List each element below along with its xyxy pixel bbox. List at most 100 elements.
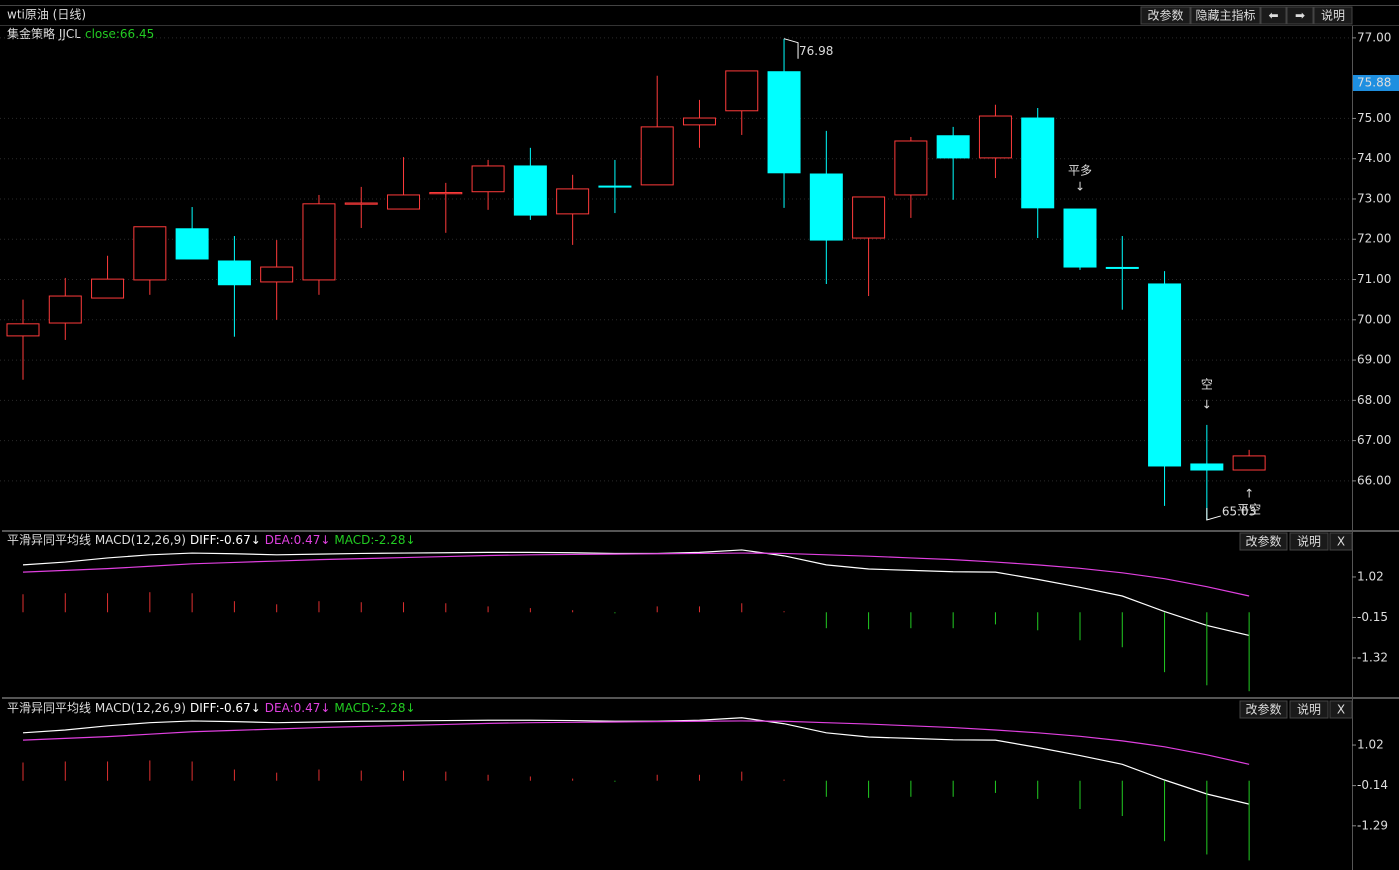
- candle-body: [133, 226, 167, 281]
- high-label: 76.98: [799, 44, 833, 58]
- candle-body: [725, 70, 759, 112]
- candle-body: [1063, 208, 1097, 268]
- candle-body: [682, 117, 716, 126]
- button-label[interactable]: 改参数: [1245, 702, 1281, 717]
- button-frame: [1239, 700, 1288, 719]
- indicator-legend: 平滑异同平均线 MACD(12,26,9) DIFF:-0.67↓ DEA:0.47…: [7, 533, 416, 547]
- candle-body: [48, 295, 82, 324]
- candle-body: [556, 188, 590, 215]
- candle-body: [852, 196, 886, 239]
- button-label[interactable]: 说明: [1321, 8, 1345, 23]
- button[interactable]: 改参数: [1239, 532, 1288, 551]
- y-tick-label: 77.00: [1357, 30, 1391, 44]
- button-frame: [1329, 532, 1353, 551]
- current-price-label: 75.88: [1357, 75, 1391, 89]
- candle-body: [767, 71, 801, 174]
- candle-body: [387, 194, 421, 210]
- button[interactable]: X: [1329, 700, 1353, 719]
- window-title: wti原油 (日线): [7, 8, 86, 22]
- button-label[interactable]: X: [1337, 535, 1345, 549]
- indicator-title: 平滑异同平均线 MACD(12,26,9): [7, 701, 186, 715]
- indicator-title: 平滑异同平均线 MACD(12,26,9): [7, 533, 186, 547]
- button-frame: [1289, 700, 1329, 719]
- button-label[interactable]: ⬅: [1268, 9, 1278, 23]
- candle-body: [1105, 266, 1139, 269]
- y-tick-label: 74.00: [1357, 151, 1391, 165]
- signal-arrow: ↓: [1202, 397, 1212, 411]
- candle-body: [6, 323, 40, 337]
- panel-separator: [2, 697, 1399, 699]
- y-tick-label: 67.00: [1357, 433, 1391, 447]
- y-tick-label: 73.00: [1357, 191, 1391, 205]
- y-tick-label: 1.02: [1357, 569, 1384, 583]
- candle-body: [1190, 463, 1224, 471]
- button[interactable]: ➡: [1286, 6, 1314, 25]
- button[interactable]: 改参数: [1239, 700, 1288, 719]
- button-frame: [1190, 6, 1261, 25]
- candle-body: [260, 266, 294, 283]
- candle-body: [1021, 117, 1055, 209]
- low-pointer: [1206, 507, 1221, 521]
- button-frame: [1239, 532, 1288, 551]
- candle-body: [302, 203, 336, 281]
- legend-entry: DIFF:-0.67↓: [190, 533, 261, 547]
- indicator-line: [22, 552, 1250, 597]
- y-tick-label: 70.00: [1357, 312, 1391, 326]
- signal-label: 平空: [1237, 503, 1261, 517]
- candle-body: [640, 126, 674, 186]
- candle-body: [1232, 455, 1266, 471]
- candle-body: [598, 185, 632, 188]
- legend-entry: DEA:0.47↓: [265, 701, 331, 715]
- button[interactable]: 说明: [1313, 6, 1353, 25]
- button-label[interactable]: 改参数: [1147, 8, 1183, 23]
- candle-body: [471, 165, 505, 193]
- close-label: close:66.45: [85, 27, 154, 41]
- button[interactable]: X: [1329, 532, 1353, 551]
- candle-body: [809, 173, 843, 241]
- candle-body: [1148, 283, 1182, 467]
- button-frame: [1260, 6, 1287, 25]
- indicator-legend: 平滑异同平均线 MACD(12,26,9) DIFF:-0.67↓ DEA:0.47…: [7, 701, 416, 715]
- y-tick-label: -1.32: [1357, 650, 1388, 664]
- candle-body: [217, 260, 251, 286]
- candle-body: [344, 202, 378, 205]
- candle-body: [936, 135, 970, 159]
- button-frame: [1313, 6, 1353, 25]
- button-frame: [1329, 700, 1353, 719]
- candle-body: [513, 165, 547, 216]
- button-frame: [1286, 6, 1314, 25]
- button[interactable]: ⬅: [1260, 6, 1287, 25]
- indicator-line: [22, 720, 1250, 765]
- signal-label: 平多: [1068, 164, 1092, 178]
- button-label[interactable]: 说明: [1297, 702, 1321, 717]
- panel-separator: [2, 530, 1399, 532]
- current-price-box: [1353, 74, 1399, 91]
- y-tick-label: 68.00: [1357, 393, 1391, 407]
- button-label[interactable]: 隐藏主指标: [1195, 8, 1255, 23]
- y-tick-label: 71.00: [1357, 272, 1391, 286]
- y-tick-label: 69.00: [1357, 353, 1391, 367]
- signal-label: 空: [1201, 377, 1213, 391]
- candle-body: [978, 115, 1012, 159]
- candle-body: [429, 192, 463, 195]
- signal-arrow: ↑: [1244, 487, 1254, 501]
- signal-arrow: ↓: [1075, 180, 1085, 194]
- button-label[interactable]: 说明: [1297, 534, 1321, 549]
- button[interactable]: 说明: [1289, 700, 1329, 719]
- indicator-label: 集金策略 JJCL close:66.45: [7, 26, 154, 41]
- button[interactable]: 隐藏主指标: [1190, 6, 1261, 25]
- high-pointer: [783, 38, 799, 59]
- legend-entry: MACD:-2.28↓: [334, 701, 415, 715]
- button-label[interactable]: ➡: [1295, 9, 1305, 23]
- indicator-name: 集金策略 JJCL: [7, 26, 81, 41]
- candle-body: [894, 140, 928, 196]
- y-tick-label: 66.00: [1357, 473, 1391, 487]
- button[interactable]: 改参数: [1140, 6, 1191, 25]
- button-label[interactable]: 改参数: [1245, 534, 1281, 549]
- button[interactable]: 说明: [1289, 532, 1329, 551]
- y-tick-label: 72.00: [1357, 232, 1391, 246]
- button-frame: [1289, 532, 1329, 551]
- button-label[interactable]: X: [1337, 703, 1345, 717]
- button-frame: [1140, 6, 1191, 25]
